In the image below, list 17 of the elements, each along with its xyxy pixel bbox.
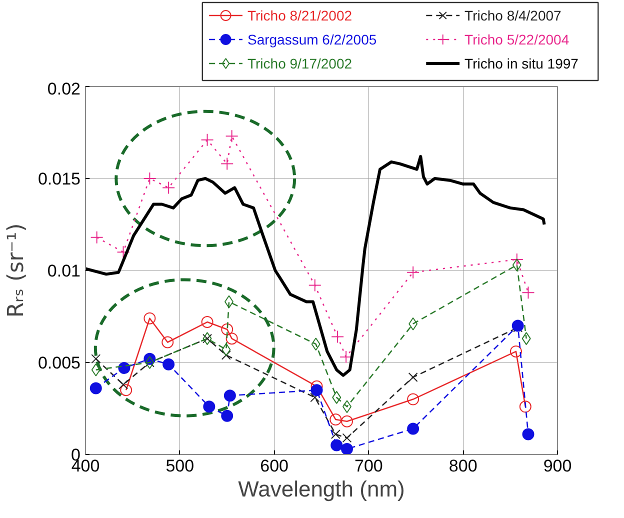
x-tick-label: 800 (448, 456, 478, 476)
y-tick-label: 0.02 (47, 80, 81, 98)
x-tick-label: 500 (166, 456, 194, 476)
legend-label: Tricho in situ 1997 (464, 56, 579, 72)
y-tick-label: 0.01 (47, 262, 81, 280)
x-tick-label: 900 (543, 456, 572, 476)
legend-label: Tricho 8/4/2007 (464, 8, 562, 24)
legend-label: Tricho 9/17/2002 (247, 56, 352, 72)
y-tick-label: 0.015 (38, 170, 81, 188)
x-tick-label: 700 (354, 456, 383, 476)
legend-label: Sargassum 6/2/2005 (247, 32, 377, 48)
legend-label: Tricho 8/21/2002 (247, 8, 352, 24)
y-tick-label: 0.005 (38, 354, 81, 372)
y-axis-title: Rᵣₛ (sr⁻¹) (4, 223, 29, 318)
x-tick-label: 600 (260, 456, 288, 476)
x-axis-title: Wavelength (nm) (238, 476, 405, 502)
legend-label: Tricho 5/22/2004 (464, 32, 570, 48)
